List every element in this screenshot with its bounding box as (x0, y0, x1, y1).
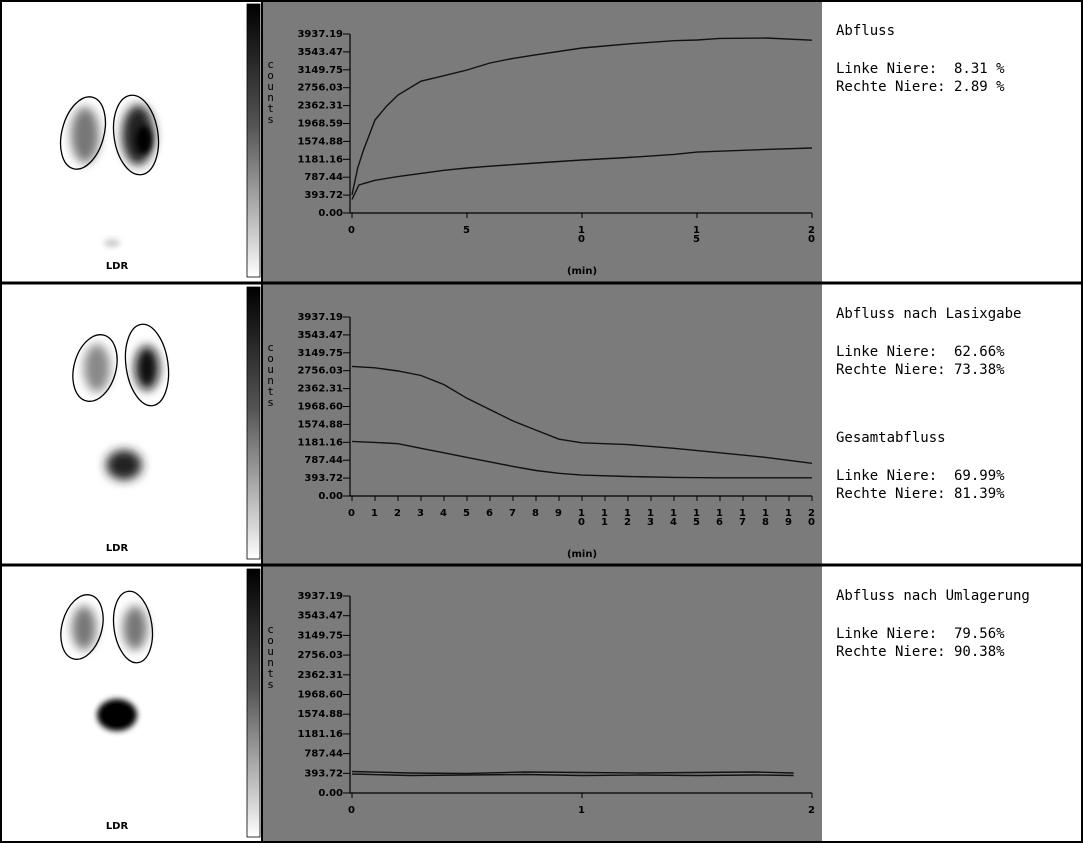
x-tick-label: 16 (714, 508, 725, 526)
y-tick-label: 1181.16 (297, 729, 343, 740)
side-line: Linke Niere: 62.66% (836, 344, 1005, 360)
x-tick-label: 1 (369, 508, 380, 517)
x-tick-label: 8 (530, 508, 541, 517)
x-tick-label: 13 (645, 508, 656, 526)
image-label: LDR (106, 261, 129, 272)
x-tick-label: 5 (461, 508, 472, 517)
y-tick-label: 787.44 (304, 749, 343, 760)
screenshot: LDR counts 0.00 393.72 787.44 1181.16 1574.88 1… (0, 0, 1083, 843)
side-line: Rechte Niere: 2.89 % (836, 79, 1005, 95)
colorbar (247, 4, 260, 277)
x-tick-label: 10 (576, 508, 587, 526)
side-line: Rechte Niere: 90.38% (836, 644, 1005, 660)
side-title: Abfluss nach Umlagerung (836, 588, 1030, 604)
x-tick-label: 11 (599, 508, 610, 526)
y-tick-label: 2362.31 (297, 670, 343, 681)
x-axis-label: (min) (567, 549, 597, 560)
x-tick-label: 6 (484, 508, 495, 517)
x-tick-label: 3 (415, 508, 426, 517)
x-axis-label: (min) (567, 266, 597, 277)
y-tick-label: 1574.88 (297, 136, 343, 147)
y-tick-label: 3937.19 (297, 591, 343, 602)
x-tick-label: 19 (783, 508, 794, 526)
x-tick-label: 20 (806, 225, 817, 243)
x-tick-label: 2 (806, 805, 817, 814)
y-tick-label: 3149.75 (297, 630, 343, 641)
y-tick-label: 787.44 (304, 172, 343, 183)
colorbar (247, 569, 260, 837)
x-tick-label: 0 (346, 508, 357, 517)
x-tick-label: 10 (576, 225, 587, 243)
x-tick-label: 15 (691, 508, 702, 526)
y-tick-label: 3543.47 (297, 47, 343, 58)
y-tick-label: 1968.59 (297, 119, 343, 130)
x-tick-label: 12 (622, 508, 633, 526)
y-tick-label: 2756.03 (297, 83, 343, 94)
y-tick-label: 3543.47 (297, 330, 343, 341)
side-line: Linke Niere: 69.99% (836, 468, 1005, 484)
y-tick-label: 3937.19 (297, 312, 343, 323)
side-line: Rechte Niere: 73.38% (836, 362, 1005, 378)
y-tick-label: 393.72 (304, 473, 343, 484)
side-title: Abfluss nach Lasixgabe (836, 306, 1021, 322)
side-title: Gesamtabfluss (836, 430, 946, 446)
image-label: LDR (106, 543, 129, 554)
y-tick-label: 2362.31 (297, 101, 343, 112)
y-tick-label: 0.00 (318, 788, 343, 799)
y-tick-label: 1968.60 (297, 689, 343, 700)
y-axis-label: counts (264, 58, 277, 124)
y-tick-label: 3937.19 (297, 29, 343, 40)
x-tick-label: 15 (691, 225, 702, 243)
x-tick-label: 5 (461, 225, 472, 234)
y-tick-label: 2756.03 (297, 366, 343, 377)
side-line: Rechte Niere: 81.39% (836, 486, 1005, 502)
y-tick-label: 1574.88 (297, 709, 343, 720)
y-tick-label: 0.00 (318, 208, 343, 219)
y-tick-label: 2756.03 (297, 650, 343, 661)
side-title: Abfluss (836, 23, 895, 39)
x-tick-label: 9 (553, 508, 564, 517)
y-tick-label: 1181.16 (297, 437, 343, 448)
x-tick-label: 0 (346, 225, 357, 234)
y-tick-label: 1968.60 (297, 401, 343, 412)
y-axis-label: counts (264, 623, 277, 689)
y-axis-label: counts (264, 341, 277, 407)
image-label: LDR (106, 821, 129, 832)
side-line: Linke Niere: 8.31 % (836, 61, 1005, 77)
colorbar (247, 287, 260, 559)
y-tick-label: 1181.16 (297, 154, 343, 165)
x-tick-label: 18 (760, 508, 771, 526)
y-tick-label: 0.00 (318, 491, 343, 502)
x-tick-label: 7 (507, 508, 518, 517)
x-tick-label: 17 (737, 508, 748, 526)
y-tick-label: 1574.88 (297, 419, 343, 430)
y-tick-label: 393.72 (304, 768, 343, 779)
x-tick-label: 2 (392, 508, 403, 517)
x-tick-label: 1 (576, 805, 587, 814)
plot-background (262, 565, 822, 843)
y-tick-label: 2362.31 (297, 384, 343, 395)
x-tick-label: 0 (346, 805, 357, 814)
side-line: Linke Niere: 79.56% (836, 626, 1005, 642)
x-tick-label: 4 (438, 508, 449, 517)
x-tick-label: 20 (806, 508, 817, 526)
x-tick-label: 14 (668, 508, 679, 526)
y-tick-label: 787.44 (304, 455, 343, 466)
y-tick-label: 3149.75 (297, 65, 343, 76)
y-tick-label: 393.72 (304, 190, 343, 201)
y-tick-label: 3543.47 (297, 611, 343, 622)
y-tick-label: 3149.75 (297, 348, 343, 359)
